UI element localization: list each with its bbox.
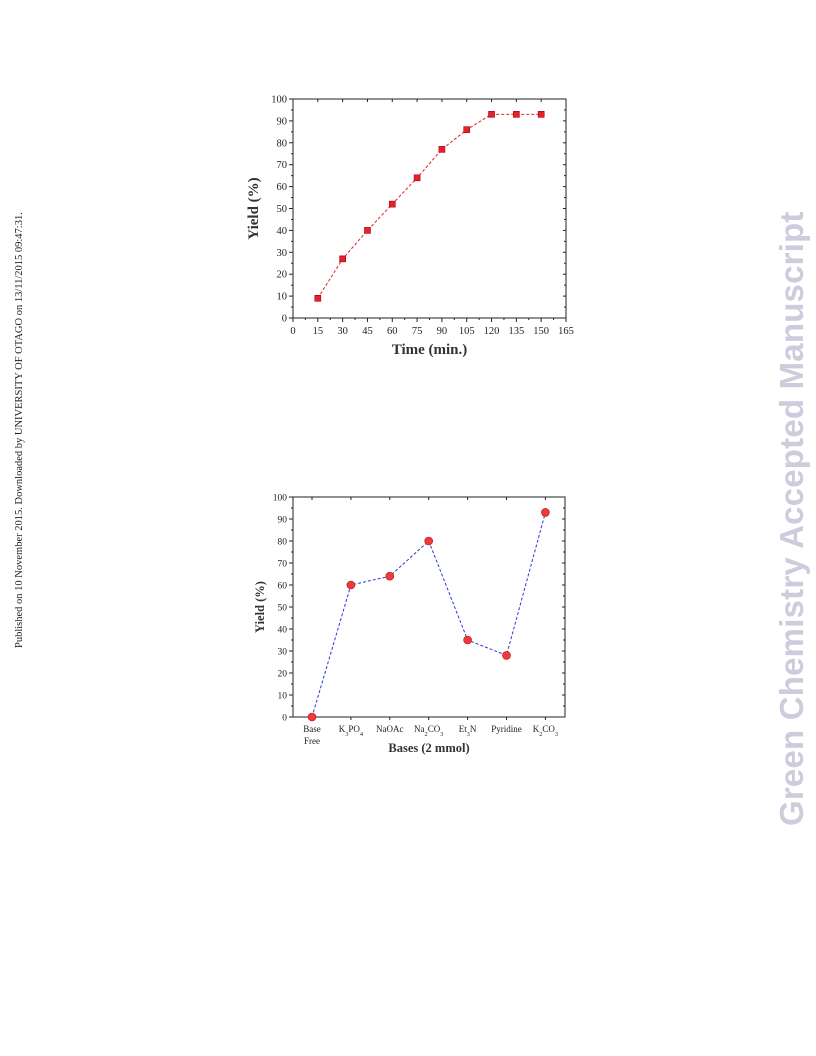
data-point (388, 200, 396, 208)
data-point (346, 580, 356, 590)
data-point (541, 508, 550, 517)
bases-yield-chart: 0 10 20 30 40 50 60 70 80 90 100 Base Free K3PO4 NaOAc… (253, 494, 566, 755)
y-tick-label: 10 (277, 292, 288, 303)
y-tick-label: 100 (271, 95, 287, 106)
y-tick-label: 70 (278, 560, 288, 570)
data-point (424, 536, 434, 546)
data-point (307, 712, 317, 722)
data-point (438, 146, 446, 153)
data-point (364, 227, 371, 234)
data-point (463, 635, 472, 645)
y-tick-label: 10 (278, 692, 288, 702)
y-tick-label: 40 (278, 626, 288, 636)
y-axis-title: Yield (%) (253, 581, 267, 633)
plot-frame (292, 496, 566, 718)
time-yield-chart: 0 10 20 30 40 50 60 70 80 90 100 0 15 30 45 60 75 90 105 12… (246, 95, 574, 359)
data-point (463, 126, 471, 133)
y-tick-label: 0 (282, 714, 287, 724)
data-point (314, 294, 322, 302)
x-tick-label: 45 (362, 326, 373, 337)
y-tick-label: 80 (278, 538, 288, 548)
x-tick-label: 30 (337, 326, 348, 337)
y-tick-label: 30 (278, 648, 288, 658)
x-tick-label: 165 (558, 326, 574, 337)
y-tick-label: 20 (278, 670, 288, 680)
x-tick-label: 90 (437, 326, 448, 337)
y-tick-label: 20 (277, 270, 288, 281)
data-point (513, 111, 520, 118)
y-tick-label: 40 (277, 226, 288, 237)
data-point (488, 111, 495, 118)
y-tick-label: 50 (278, 604, 288, 614)
y-axis-title: Yield (%) (246, 177, 262, 239)
x-tick-label: K2CO3 (533, 724, 558, 738)
x-axis-title: Bases (2 mmol) (388, 741, 469, 755)
x-tick-label: Na2CO3 (414, 724, 443, 738)
y-tick-label: 30 (277, 248, 288, 259)
y-tick-label: 70 (277, 160, 288, 171)
x-tick-label: Pyridine (491, 724, 522, 734)
x-tick-label: 150 (533, 326, 549, 337)
x-tick-label: 120 (484, 326, 500, 337)
x-tick-label: Et3N (459, 724, 477, 738)
x-tick-label: Base (303, 724, 321, 734)
y-tick-label: 60 (278, 582, 288, 592)
x-tick-label: NaOAc (376, 724, 404, 734)
data-point (413, 174, 421, 182)
y-tick-label: 90 (277, 116, 288, 127)
x-tick-label: 105 (459, 326, 475, 337)
y-tick-label: 0 (282, 314, 287, 325)
x-axis-title: Time (min.) (392, 342, 468, 358)
data-point (339, 255, 346, 263)
y-tick-label: 50 (277, 204, 288, 215)
y-tick-label: 80 (277, 138, 288, 149)
y-tick-label: 100 (273, 494, 288, 504)
data-point (385, 571, 395, 581)
x-tick-label: Free (304, 736, 320, 746)
y-tick-label: 90 (278, 516, 288, 526)
series-line (317, 113, 542, 299)
x-tick-label: K3PO4 (339, 724, 364, 738)
x-tick-label: 75 (412, 326, 423, 337)
x-tick-label: 60 (387, 326, 398, 337)
data-point (537, 111, 545, 118)
x-tick-label: 15 (313, 326, 324, 337)
x-tick-label: 135 (508, 326, 524, 337)
data-point (502, 651, 511, 660)
x-tick-label: 0 (290, 326, 295, 337)
y-tick-label: 60 (277, 182, 288, 193)
